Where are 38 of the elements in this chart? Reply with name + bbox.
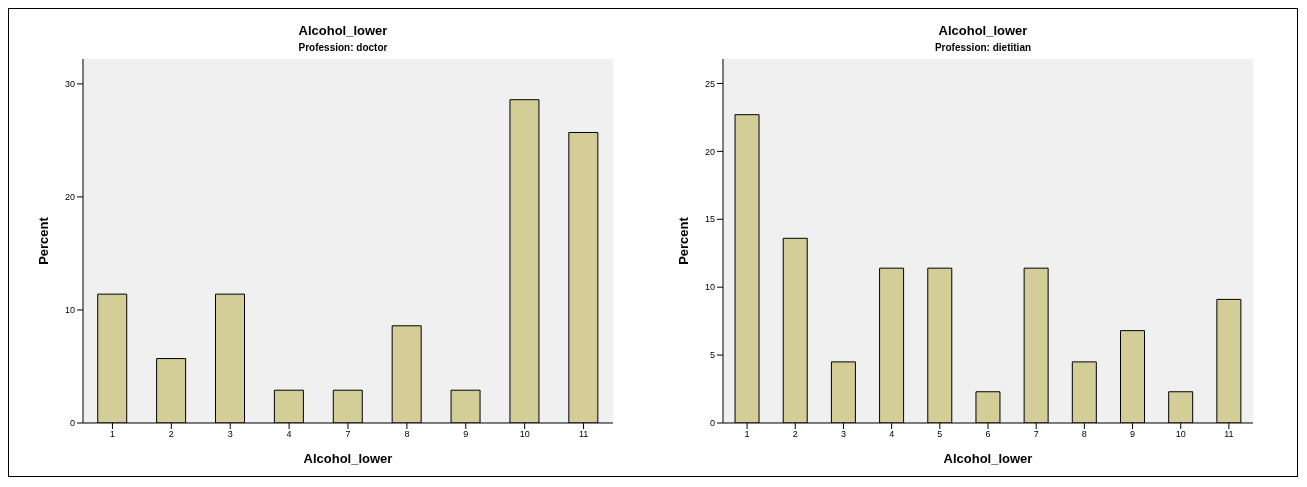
y-tick-label: 25 bbox=[704, 78, 715, 89]
x-tick-label: 7 bbox=[345, 429, 351, 440]
y-tick-label: 10 bbox=[64, 305, 75, 316]
chart-title: Alcohol_lower bbox=[297, 23, 389, 38]
y-tick-label: 5 bbox=[709, 350, 715, 361]
x-tick-label: 9 bbox=[1130, 429, 1136, 440]
x-tick-label: 6 bbox=[985, 429, 991, 440]
y-tick-label: 0 bbox=[709, 418, 715, 429]
y-axis-title: Percent bbox=[675, 216, 691, 265]
chart-subtitle: Profession: doctor bbox=[297, 42, 389, 53]
x-tick-label: 11 bbox=[578, 429, 589, 440]
x-tick-label: 1 bbox=[744, 429, 750, 440]
x-tick-label: 3 bbox=[227, 429, 233, 440]
y-tick-label: 20 bbox=[704, 146, 715, 157]
x-axis-title: Alcohol_lower bbox=[303, 451, 393, 466]
x-tick-label: 4 bbox=[889, 429, 895, 440]
x-tick-label: 3 bbox=[840, 429, 846, 440]
x-tick-label: 2 bbox=[792, 429, 798, 440]
x-tick-label: 9 bbox=[463, 429, 469, 440]
chart-title: Alcohol_lower bbox=[937, 23, 1029, 38]
chart-subtitle: Profession: dietitian bbox=[933, 42, 1033, 53]
y-tick-label: 0 bbox=[69, 418, 75, 429]
x-axis-title: Alcohol_lower bbox=[943, 451, 1033, 466]
y-axis-title: Percent bbox=[35, 216, 51, 265]
x-tick-label: 7 bbox=[1033, 429, 1039, 440]
x-tick-label: 4 bbox=[286, 429, 292, 440]
x-tick-label: 8 bbox=[404, 429, 410, 440]
y-tick-label: 20 bbox=[64, 192, 75, 203]
x-tick-label: 10 bbox=[519, 429, 530, 440]
y-tick-label: 30 bbox=[64, 79, 75, 90]
x-tick-label: 11 bbox=[1224, 429, 1234, 440]
y-tick-label: 10 bbox=[704, 282, 715, 293]
x-tick-label: 10 bbox=[1175, 429, 1186, 440]
x-tick-label: 8 bbox=[1081, 429, 1087, 440]
y-tick-label: 15 bbox=[704, 214, 715, 225]
x-tick-label: 2 bbox=[168, 429, 174, 440]
x-tick-label: 5 bbox=[937, 429, 943, 440]
x-tick-label: 1 bbox=[109, 429, 115, 440]
